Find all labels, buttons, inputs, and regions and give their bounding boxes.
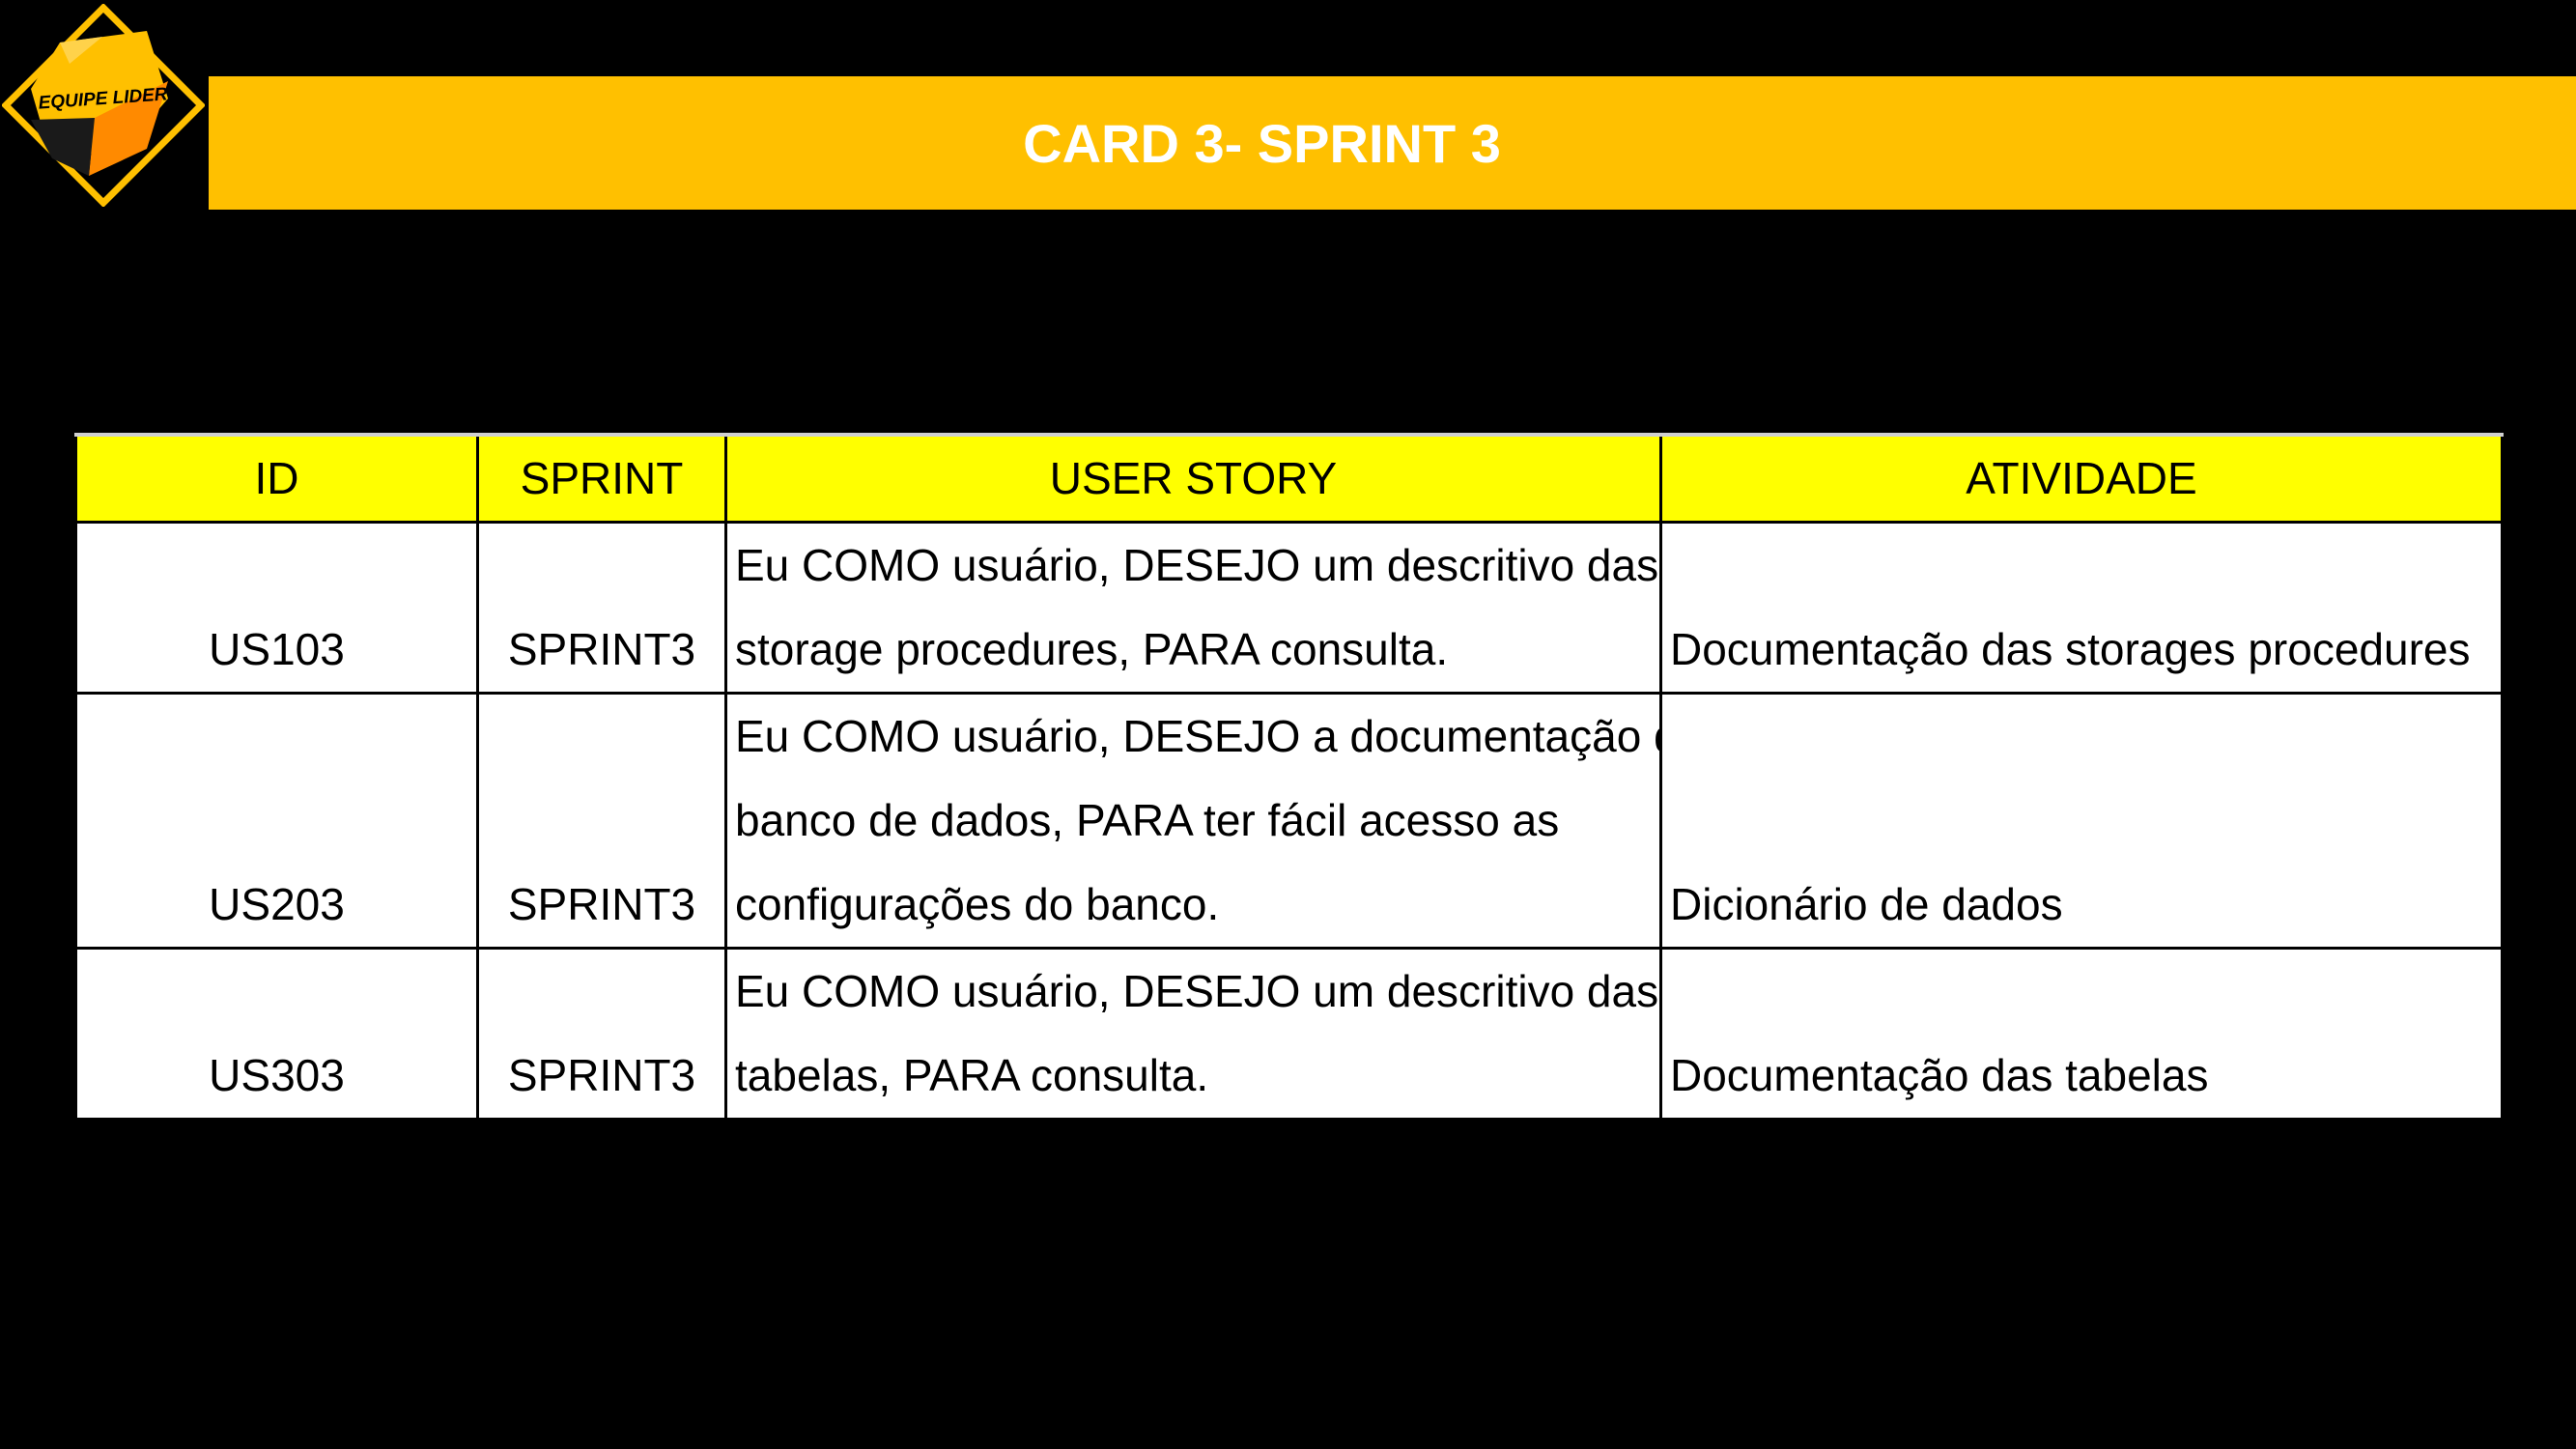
cell-atividade: Documentação das tabelas	[1659, 947, 2504, 1121]
cell-sprint: SPRINT3	[476, 692, 727, 950]
sprint-table: ID SPRINT USER STORY ATIVIDADE US103 SPR…	[74, 433, 2504, 1121]
logo-frame	[1, 3, 206, 208]
header-user-story: USER STORY	[724, 433, 1662, 524]
table-row: US103 SPRINT3 Eu COMO usuário, DESEJO um…	[74, 521, 2504, 695]
cell-user-story: Eu COMO usuário, DESEJO a documentação d…	[724, 692, 1662, 950]
story-line: Eu COMO usuário, DESEJO um descritivo da…	[735, 540, 1659, 590]
cell-user-story: Eu COMO usuário, DESEJO um descritivo da…	[724, 521, 1662, 695]
logo-shape-orange	[89, 81, 168, 176]
cell-atividade: Dicionário de dados	[1659, 692, 2504, 950]
header-sprint: SPRINT	[476, 433, 727, 524]
story-line: Eu COMO usuário, DESEJO a documentação d…	[735, 711, 1661, 761]
story-line: configurações do banco.	[735, 879, 1220, 929]
title-bar: CARD 3- SPRINT 3	[209, 76, 2576, 210]
sprint-table-container: ID SPRINT USER STORY ATIVIDADE US103 SPR…	[74, 433, 2504, 1121]
cell-sprint: SPRINT3	[476, 521, 727, 695]
logo-graphic: EQUIPE LIDER	[1, 3, 206, 208]
table-header-row: ID SPRINT USER STORY ATIVIDADE	[74, 433, 2504, 524]
story-line: tabelas, PARA consulta.	[735, 1050, 1209, 1100]
cell-sprint: SPRINT3	[476, 947, 727, 1121]
header-atividade: ATIVIDADE	[1659, 433, 2504, 524]
cell-user-story: Eu COMO usuário, DESEJO um descritivo da…	[724, 947, 1662, 1121]
cell-id: US203	[74, 692, 479, 950]
table-row: US203 SPRINT3 Eu COMO usuário, DESEJO a …	[74, 692, 2504, 950]
cell-id: US103	[74, 521, 479, 695]
logo-shape-highlight	[60, 37, 102, 64]
cell-atividade: Documentação das storages procedures	[1659, 521, 2504, 695]
story-line: banco de dados, PARA ter fácil acesso as	[735, 795, 1560, 845]
logo-shape-dark	[31, 118, 95, 176]
equipe-lider-logo: EQUIPE LIDER	[1, 3, 206, 208]
table-row: US303 SPRINT3 Eu COMO usuário, DESEJO um…	[74, 947, 2504, 1121]
cell-id: US303	[74, 947, 479, 1121]
header-id: ID	[74, 433, 479, 524]
page-title: CARD 3- SPRINT 3	[1023, 112, 1501, 174]
story-line: storage procedures, PARA consulta.	[735, 624, 1449, 674]
story-line: Eu COMO usuário, DESEJO um descritivo da…	[735, 966, 1659, 1016]
